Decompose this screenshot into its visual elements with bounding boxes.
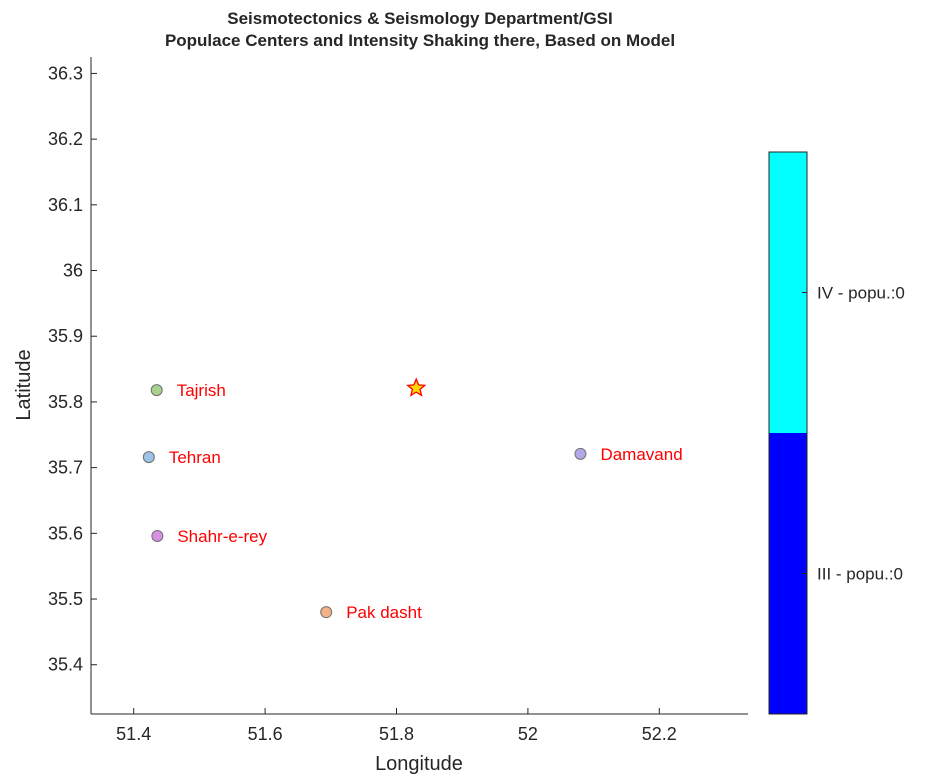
colorbar-frame <box>768 151 808 715</box>
y-tick-label: 36 <box>63 261 83 281</box>
y-tick-label: 36.2 <box>48 129 83 149</box>
colorbar: III - popu.:0 IV - popu.:0 <box>768 151 905 715</box>
chart-title-line-1: Seismotectonics & Seismology Department/… <box>227 9 612 28</box>
y-tick-label: 36.1 <box>48 195 83 215</box>
epicenter-star-icon <box>406 377 427 397</box>
city-label: Tehran <box>169 448 221 467</box>
colorbar-label: IV - popu.:0 <box>817 284 905 303</box>
x-tick-label: 52 <box>518 724 538 744</box>
y-tick-label: 35.4 <box>48 655 83 675</box>
y-axis-label: Latitude <box>13 349 35 420</box>
y-tick-label: 35.7 <box>48 458 83 478</box>
y-tick-label: 35.9 <box>48 326 83 346</box>
city-label: Pak dasht <box>346 603 422 622</box>
y-axis-ticks: 35.4 35.5 35.6 35.7 35.8 35.9 36 36.1 36.2 36.3 <box>48 63 97 675</box>
city-marker <box>150 384 163 397</box>
city-label: Tajrish <box>177 381 226 400</box>
x-axis-label: Longitude <box>375 753 463 775</box>
city-label: Shahr-e-rey <box>177 527 267 546</box>
colorbar-segment <box>769 152 807 433</box>
city-marker <box>574 447 587 460</box>
city-marker <box>151 529 164 542</box>
x-tick-label: 51.6 <box>248 724 283 744</box>
city-marker <box>142 451 155 464</box>
x-tick-label: 51.8 <box>379 724 414 744</box>
x-axis-ticks: 51.4 51.6 51.8 52 52.2 <box>116 708 677 744</box>
x-tick-label: 51.4 <box>116 724 151 744</box>
city-marker <box>320 606 333 619</box>
plot-area: Tajrish Tehran Shahr-e-rey Pak dasht Damavan… <box>142 377 683 622</box>
y-tick-label: 35.8 <box>48 392 83 412</box>
y-tick-label: 36.3 <box>48 63 83 83</box>
colorbar-label: III - popu.:0 <box>817 565 903 584</box>
x-tick-label: 52.2 <box>642 724 677 744</box>
colorbar-segment <box>769 433 807 714</box>
y-tick-label: 35.5 <box>48 589 83 609</box>
chart-title-line-2: Populace Centers and Intensity Shaking t… <box>165 31 675 50</box>
y-tick-label: 35.6 <box>48 523 83 543</box>
city-label: Damavand <box>600 445 682 464</box>
